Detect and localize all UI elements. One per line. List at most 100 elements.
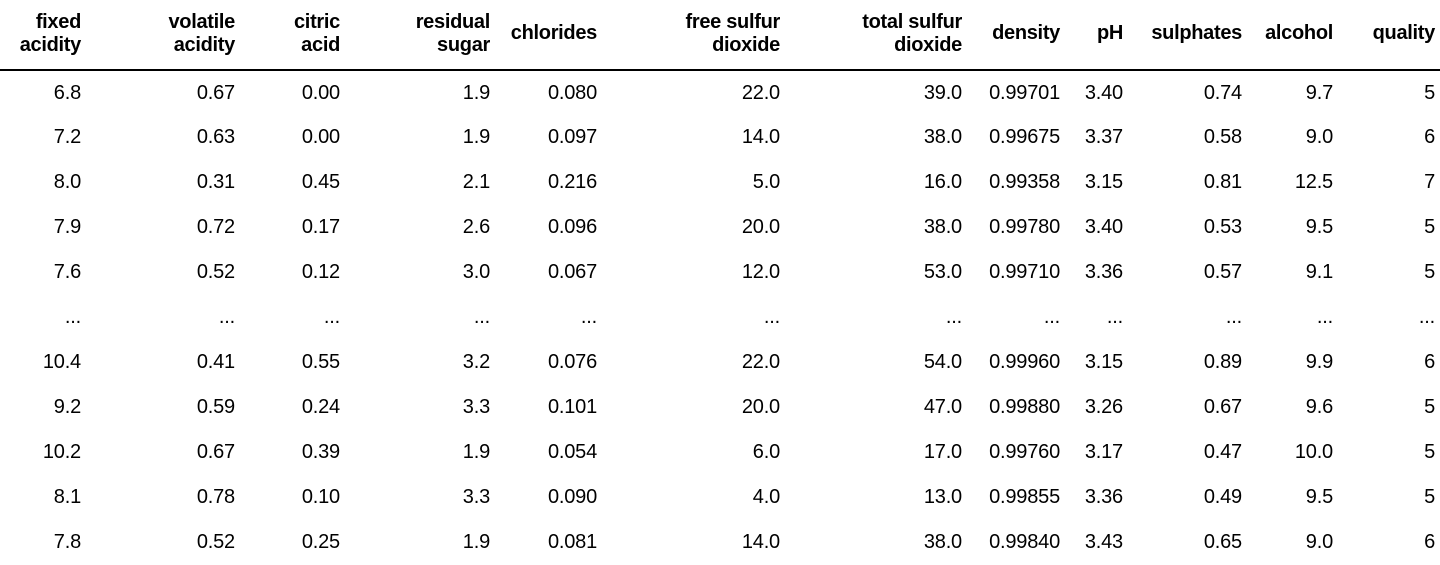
column-header-citric-acid: citric acid <box>240 0 345 71</box>
cell: 3.3 <box>462 396 490 418</box>
cell: 0.12 <box>301 261 340 283</box>
cell: 9.5 <box>1305 216 1333 238</box>
cell: 17.0 <box>923 441 962 463</box>
cell: 7.6 <box>53 261 81 283</box>
column-header-alcohol: alcohol <box>1247 0 1338 71</box>
cell: 0.00 <box>301 126 340 148</box>
cell: 0.097 <box>547 126 597 148</box>
cell: 1.9 <box>462 81 490 104</box>
cell: 3.40 <box>1084 81 1123 104</box>
cell: 0.99675 <box>989 126 1060 148</box>
cell: 0.101 <box>547 396 597 418</box>
header-row: fixed acidity volatile acidity citric acid… <box>0 0 1440 71</box>
cell: 2.1 <box>462 171 490 193</box>
cell: 3.17 <box>1084 441 1123 463</box>
table-header: fixed acidity volatile acidity citric acid… <box>0 0 1440 71</box>
cell: 14.0 <box>741 531 780 553</box>
table-row: 10.4 0.41 0.55 3.2 0.076 22.0 54.0 0.99960 3.15 0… <box>0 340 1440 385</box>
cell: 0.076 <box>547 351 597 373</box>
cell: 3.3 <box>462 486 490 508</box>
cell: 6.0 <box>752 441 780 463</box>
cell: 0.00 <box>301 81 340 104</box>
table-row: 7.9 0.72 0.17 2.6 0.096 20.0 38.0 0.99780 3.40 0.… <box>0 205 1440 250</box>
cell: 3.15 <box>1084 351 1123 373</box>
cell: 5 <box>1424 441 1435 463</box>
cell: 54.0 <box>923 351 962 373</box>
cell: 12.0 <box>741 261 780 283</box>
cell: ... <box>1106 306 1123 328</box>
cell: 0.67 <box>1203 396 1242 418</box>
cell: 0.31 <box>196 171 235 193</box>
cell: 3.26 <box>1084 396 1123 418</box>
cell: ... <box>473 306 490 328</box>
cell: 9.1 <box>1305 261 1333 283</box>
cell: 2.6 <box>462 216 490 238</box>
cell: 0.067 <box>547 261 597 283</box>
cell: 3.40 <box>1084 216 1123 238</box>
cell: 10.0 <box>1294 441 1333 463</box>
cell: ... <box>218 306 235 328</box>
cell: 3.0 <box>462 261 490 283</box>
cell: 38.0 <box>923 126 962 148</box>
cell: 47.0 <box>923 396 962 418</box>
cell: 9.5 <box>1305 486 1333 508</box>
cell: 0.67 <box>196 81 235 104</box>
cell: 5.0 <box>752 171 780 193</box>
cell: 1.9 <box>462 441 490 463</box>
cell: 0.99855 <box>989 486 1060 508</box>
cell: ... <box>1418 306 1435 328</box>
cell: 0.74 <box>1203 81 1242 104</box>
cell: 5 <box>1424 396 1435 418</box>
cell: 7.2 <box>53 126 81 148</box>
cell: 0.52 <box>196 261 235 283</box>
cell: 0.090 <box>547 486 597 508</box>
cell: 0.99701 <box>989 81 1060 104</box>
cell: 0.10 <box>301 486 340 508</box>
cell: ... <box>323 306 340 328</box>
cell: 0.45 <box>301 171 340 193</box>
cell: 0.65 <box>1203 531 1242 553</box>
cell: 38.0 <box>923 531 962 553</box>
cell: 0.57 <box>1203 261 1242 283</box>
cell: 10.2 <box>42 441 81 463</box>
table-row: 7.2 0.63 0.00 1.9 0.097 14.0 38.0 0.99675 3.37 0.… <box>0 115 1440 160</box>
cell: 0.99358 <box>989 171 1060 193</box>
table-row: 10.2 0.67 0.39 1.9 0.054 6.0 17.0 0.99760 3.17 0.… <box>0 430 1440 475</box>
cell: 12.5 <box>1294 171 1333 193</box>
table-row: 6.8 0.67 0.00 1.9 0.080 22.0 39.0 0.99701 3.40 0.… <box>0 70 1440 115</box>
cell: 0.89 <box>1203 351 1242 373</box>
cell: 20.0 <box>741 396 780 418</box>
cell: 7 <box>1424 171 1435 193</box>
cell: 20.0 <box>741 216 780 238</box>
cell: 16.0 <box>923 171 962 193</box>
cell: 53.0 <box>923 261 962 283</box>
cell: 0.63 <box>196 126 235 148</box>
column-header-sulphates: sulphates <box>1128 0 1247 71</box>
cell: 9.0 <box>1305 531 1333 553</box>
cell: 22.0 <box>741 351 780 373</box>
cell: ... <box>1316 306 1333 328</box>
cell: 6 <box>1424 126 1435 148</box>
column-header-density: density <box>967 0 1065 71</box>
cell: 0.52 <box>196 531 235 553</box>
cell: 0.99840 <box>989 531 1060 553</box>
cell: 3.36 <box>1084 486 1123 508</box>
cell: 0.67 <box>196 441 235 463</box>
cell: 5 <box>1424 486 1435 508</box>
ellipsis-row: .................................... <box>0 295 1440 340</box>
cell: 8.1 <box>53 486 81 508</box>
column-header-volatile-acidity: volatile acidity <box>86 0 240 71</box>
cell: 9.2 <box>53 396 81 418</box>
cell: ... <box>945 306 962 328</box>
cell: ... <box>763 306 780 328</box>
cell: 4.0 <box>752 486 780 508</box>
cell: ... <box>64 306 81 328</box>
column-header-residual-sugar: residual sugar <box>345 0 495 71</box>
cell: 38.0 <box>923 216 962 238</box>
cell: 14.0 <box>741 126 780 148</box>
cell: 0.99960 <box>989 351 1060 373</box>
cell: 9.0 <box>1305 126 1333 148</box>
cell: 0.99780 <box>989 216 1060 238</box>
cell: 0.41 <box>196 351 235 373</box>
